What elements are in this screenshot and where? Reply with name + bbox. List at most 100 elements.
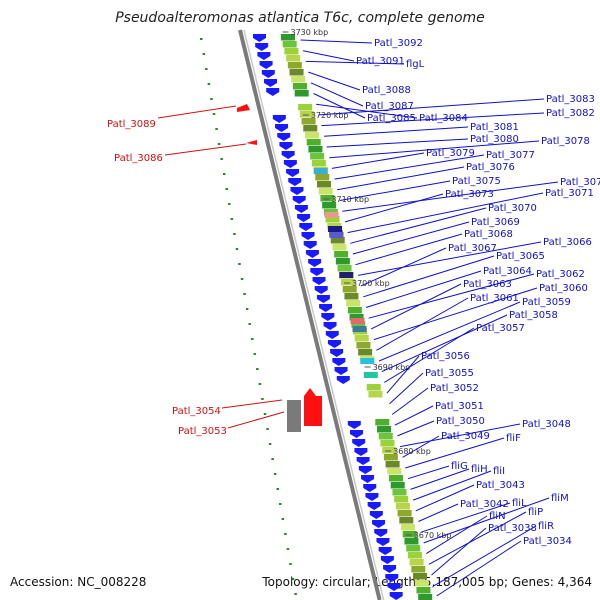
gene-leader-line (313, 93, 366, 119)
analysis-block (287, 62, 302, 69)
gene-label-fliP: fliP (528, 507, 543, 518)
forward-gene-arrow (283, 160, 297, 168)
forward-gene-arrow (305, 250, 319, 258)
analysis-block (413, 573, 428, 580)
forward-gene-arrow (385, 574, 399, 582)
track-dot (261, 398, 264, 400)
gene-leader-line (355, 233, 463, 266)
gene-label-Patl_3058: Patl_3058 (509, 310, 558, 321)
analysis-block (298, 104, 313, 111)
gene-leader-line (302, 50, 355, 62)
forward-gene-labels: Patl_3092 Patl_3091 flgL Patl_3088 Patl_3087… (300, 38, 600, 597)
analysis-block (286, 55, 301, 62)
gene-leader-line (344, 193, 444, 223)
analysis-block (392, 489, 407, 496)
analysis-block (387, 468, 402, 475)
analysis-block (389, 475, 404, 482)
analysis-block (349, 314, 364, 321)
track-dot (202, 53, 206, 55)
gene-leader-line (415, 484, 475, 512)
gene-label-Patl_3069: Patl_3069 (471, 217, 520, 228)
gene-leader-line (436, 540, 522, 597)
gene-label-Patl_3067: Patl_3067 (448, 243, 497, 254)
gene-label-Patl_3071: Patl_3071 (545, 188, 594, 199)
analysis-track (280, 34, 433, 600)
forward-gene-arrow (361, 475, 375, 483)
forward-gene-arrow (266, 88, 280, 96)
analysis-block (383, 454, 398, 461)
track-dot (222, 173, 226, 175)
reverse-gene-block (287, 400, 301, 432)
gene-label-Patl_3050: Patl_3050 (436, 416, 485, 427)
genome-title: Pseudoalteromonas atlantica T6c, complet… (115, 10, 485, 26)
track-dot (284, 533, 287, 535)
forward-gene-arrow (297, 214, 311, 222)
forward-gene-arrow (272, 115, 286, 123)
gene-leader-line (321, 112, 545, 127)
analysis-block (404, 538, 419, 545)
track-dot (215, 128, 218, 130)
analysis-block (328, 226, 343, 232)
track-dot (245, 308, 249, 310)
reverse-gene-arrow (237, 104, 250, 112)
track-dot (276, 488, 279, 490)
analysis-block (342, 286, 357, 293)
analysis-block (351, 321, 366, 328)
gene-leader-line (305, 60, 405, 65)
gene-label-Patl_3056: Patl_3056 (421, 351, 470, 362)
gene-label-Patl_3057: Patl_3057 (476, 323, 525, 334)
gene-label-fliH: fliH (471, 464, 488, 475)
gene-leader-line (384, 327, 475, 383)
gene-leader-line (405, 437, 505, 469)
gene-label-Patl_3068: Patl_3068 (464, 229, 513, 240)
forward-gene-arrow (336, 376, 350, 384)
analysis-block (337, 265, 352, 272)
track-dot (243, 293, 246, 295)
gene-leader-line (331, 152, 425, 169)
forward-gene-arrow (330, 349, 344, 357)
track-dot (238, 263, 241, 265)
analysis-block (291, 76, 306, 83)
analysis-block (304, 132, 319, 139)
gene-label-Patl_3063: Patl_3063 (463, 279, 512, 290)
gene-label-Patl_3076: Patl_3076 (466, 162, 515, 173)
gene-leader-line (227, 411, 285, 429)
gene-label-Patl_3087: Patl_3087 (365, 101, 414, 112)
gene-leader-line (423, 497, 550, 544)
forward-gene-arrow (277, 133, 291, 141)
analysis-block (332, 244, 347, 251)
forward-gene-arrow (356, 457, 370, 465)
forward-gene-arrow (365, 493, 379, 501)
gene-leader-line (376, 297, 469, 351)
gene-label-Patl_3066: Patl_3066 (543, 237, 592, 248)
forward-gene-arrow (290, 187, 304, 195)
gene-label-Patl_3077: Patl_3077 (486, 150, 535, 161)
reverse-gene-labels: Patl_3089 Patl_3086 Patl_3054 Patl_3053 (107, 105, 285, 437)
gene-label-Patl_3073: Patl_3073 (445, 189, 494, 200)
gene-leader-line (164, 143, 247, 156)
backbone-shadow (243, 29, 385, 600)
track-dot (266, 428, 269, 430)
forward-gene-arrow (255, 43, 269, 51)
gene-leader-line (407, 465, 450, 480)
analysis-block (308, 146, 323, 153)
track-dot (258, 383, 262, 385)
gene-leader-line (339, 180, 451, 201)
track-dot (286, 548, 290, 550)
gene-leader-line (363, 255, 495, 298)
analysis-block (306, 139, 321, 146)
forward-gene-arrow (319, 304, 333, 312)
analysis-block (280, 34, 295, 41)
forward-gene-arrow (354, 448, 368, 456)
forward-gene-arrow (334, 367, 348, 375)
analysis-block (394, 496, 409, 503)
analysis-block (311, 160, 326, 167)
gene-label-Patl_3062: Patl_3062 (536, 269, 585, 280)
gene-leader-line (426, 515, 488, 555)
forward-gene-arrow (380, 556, 394, 564)
gene-leader-line (324, 126, 469, 137)
forward-gene-arrow (378, 547, 392, 555)
kbp-label: 3730 kbp (290, 28, 328, 37)
gene-label-Patl_3048: Patl_3048 (522, 419, 571, 430)
track-dot (225, 188, 228, 190)
